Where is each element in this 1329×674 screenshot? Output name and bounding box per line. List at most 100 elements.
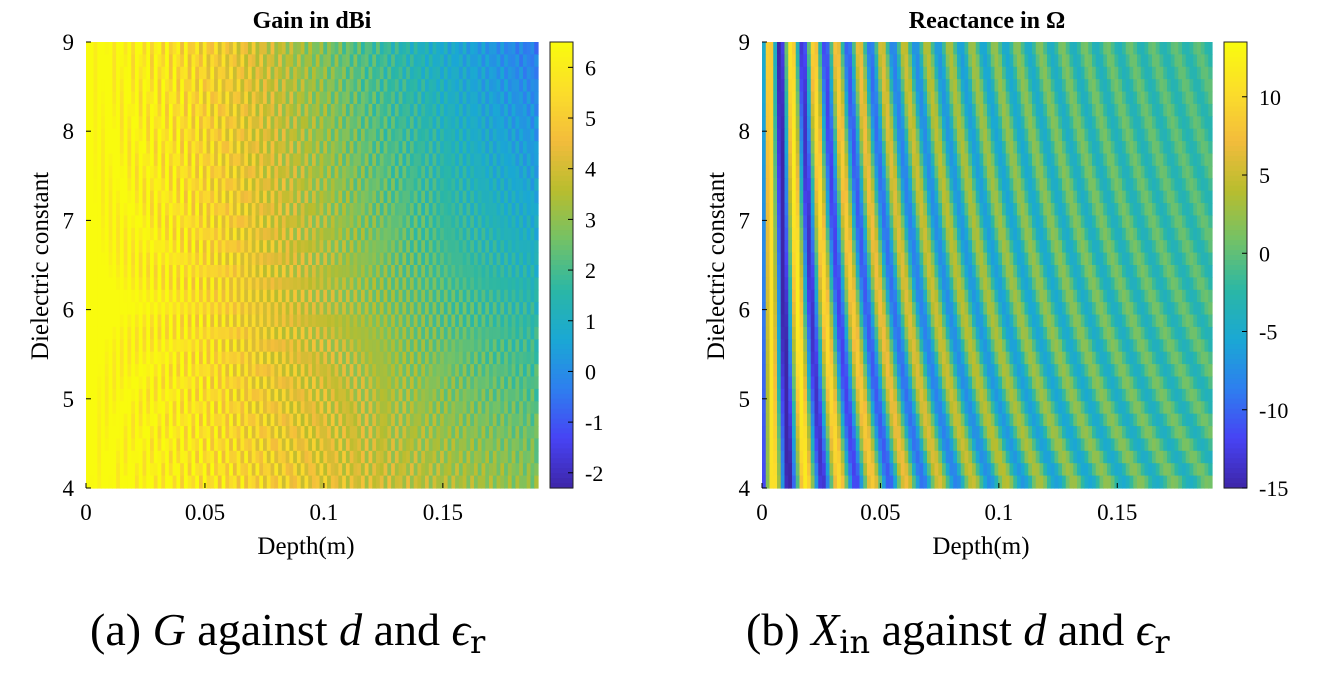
heatmap-cell bbox=[447, 165, 452, 179]
heatmap-cell bbox=[138, 475, 144, 489]
heatmap-cell bbox=[296, 79, 302, 93]
heatmap-cell bbox=[281, 203, 287, 217]
heatmap-cell bbox=[323, 277, 328, 291]
heatmap-cell bbox=[428, 165, 434, 179]
heatmap-cell bbox=[289, 438, 294, 452]
heatmap-cell bbox=[206, 277, 211, 291]
heatmap-cell bbox=[229, 438, 234, 452]
heatmap-cell bbox=[131, 178, 136, 192]
heatmap-cell bbox=[353, 388, 358, 402]
heatmap-cell bbox=[281, 450, 287, 464]
heatmap-cell bbox=[274, 450, 279, 464]
heatmap-cell bbox=[919, 42, 924, 55]
heatmap-cell bbox=[957, 54, 962, 68]
colorbar-segment bbox=[550, 195, 573, 202]
heatmap-cell bbox=[519, 153, 524, 167]
heatmap-cell bbox=[180, 450, 185, 464]
heatmap-cell bbox=[225, 91, 230, 105]
heatmap-cell bbox=[150, 326, 155, 340]
heatmap-cell bbox=[481, 326, 486, 340]
heatmap-cell bbox=[496, 364, 501, 378]
heatmap-cell bbox=[492, 116, 498, 130]
heatmap-cell bbox=[372, 91, 377, 105]
heatmap-cell bbox=[296, 203, 302, 217]
heatmap-cell bbox=[440, 376, 445, 390]
heatmap-cell bbox=[489, 240, 494, 254]
heatmap-cell bbox=[195, 302, 200, 316]
heatmap-cell bbox=[225, 252, 230, 266]
heatmap-cell bbox=[285, 339, 290, 353]
heatmap-cell bbox=[398, 463, 403, 477]
heatmap-cell bbox=[195, 376, 200, 390]
heatmap-cell bbox=[915, 91, 921, 105]
heatmap-cell bbox=[357, 54, 362, 68]
heatmap-cell bbox=[315, 463, 321, 477]
heatmap-cell bbox=[319, 215, 324, 229]
heatmap-cell bbox=[165, 413, 170, 427]
heatmap-cell bbox=[323, 203, 328, 217]
heatmap-cell bbox=[447, 376, 452, 390]
heatmap-cell bbox=[259, 326, 264, 340]
heatmap-cell bbox=[526, 450, 532, 464]
heatmap-cell bbox=[428, 240, 434, 254]
heatmap-cell bbox=[266, 178, 272, 192]
heatmap-cell bbox=[93, 277, 98, 291]
heatmap-cell bbox=[379, 252, 385, 266]
heatmap-cell bbox=[530, 475, 535, 489]
heatmap-cell bbox=[191, 351, 196, 365]
heatmap-cell bbox=[391, 376, 396, 390]
heatmap-cell bbox=[338, 54, 343, 68]
heatmap-cell bbox=[153, 252, 159, 266]
heatmap-cell bbox=[217, 42, 223, 55]
heatmap-cell bbox=[123, 463, 129, 477]
heatmap-cell bbox=[327, 265, 332, 278]
heatmap-cell bbox=[323, 339, 328, 353]
heatmap-cell bbox=[364, 252, 370, 266]
heatmap-cell bbox=[180, 128, 185, 142]
heatmap-cell bbox=[923, 79, 928, 93]
heatmap-cell bbox=[492, 240, 498, 254]
heatmap-cell bbox=[1129, 66, 1134, 80]
heatmap-cell bbox=[421, 351, 426, 365]
heatmap-cell bbox=[368, 103, 373, 117]
heatmap-cell bbox=[334, 339, 339, 353]
heatmap-cell bbox=[1013, 54, 1018, 68]
heatmap-cell bbox=[108, 413, 113, 427]
heatmap-cell bbox=[391, 54, 396, 68]
heatmap-cell bbox=[293, 277, 298, 291]
heatmap-cell bbox=[923, 91, 928, 105]
heatmap-cell bbox=[206, 302, 211, 316]
heatmap-cell bbox=[150, 153, 155, 167]
heatmap-cell bbox=[89, 351, 95, 365]
heatmap-cell bbox=[1092, 54, 1097, 68]
heatmap-cell bbox=[221, 265, 226, 278]
heatmap-cell bbox=[470, 203, 475, 217]
heatmap-cell bbox=[1028, 66, 1033, 80]
heatmap-cell bbox=[507, 413, 513, 427]
heatmap-cell bbox=[428, 314, 434, 328]
heatmap-cell bbox=[413, 79, 419, 93]
heatmap-cell bbox=[150, 388, 155, 402]
heatmap-cell bbox=[342, 265, 347, 278]
heatmap-cell bbox=[451, 141, 456, 155]
heatmap-cell bbox=[530, 190, 535, 204]
heatmap-cell bbox=[180, 178, 185, 192]
heatmap-cell bbox=[191, 190, 196, 204]
heatmap-cell bbox=[150, 165, 155, 179]
heatmap-cell bbox=[323, 426, 328, 440]
heatmap-cell bbox=[1054, 54, 1059, 68]
heatmap-cell bbox=[436, 388, 441, 402]
heatmap-cell bbox=[357, 227, 362, 241]
heatmap-cell bbox=[165, 388, 170, 402]
heatmap-cell bbox=[123, 165, 129, 179]
heatmap-cell bbox=[116, 141, 121, 155]
heatmap-cell bbox=[202, 326, 208, 340]
heatmap-cell bbox=[134, 252, 140, 266]
heatmap-cell bbox=[1058, 79, 1063, 93]
heatmap-cell bbox=[225, 277, 230, 291]
heatmap-cell bbox=[526, 116, 532, 130]
heatmap-cell bbox=[451, 364, 456, 378]
heatmap-cell bbox=[119, 326, 125, 340]
heatmap-cell bbox=[232, 66, 238, 80]
heatmap-cell bbox=[383, 79, 388, 93]
